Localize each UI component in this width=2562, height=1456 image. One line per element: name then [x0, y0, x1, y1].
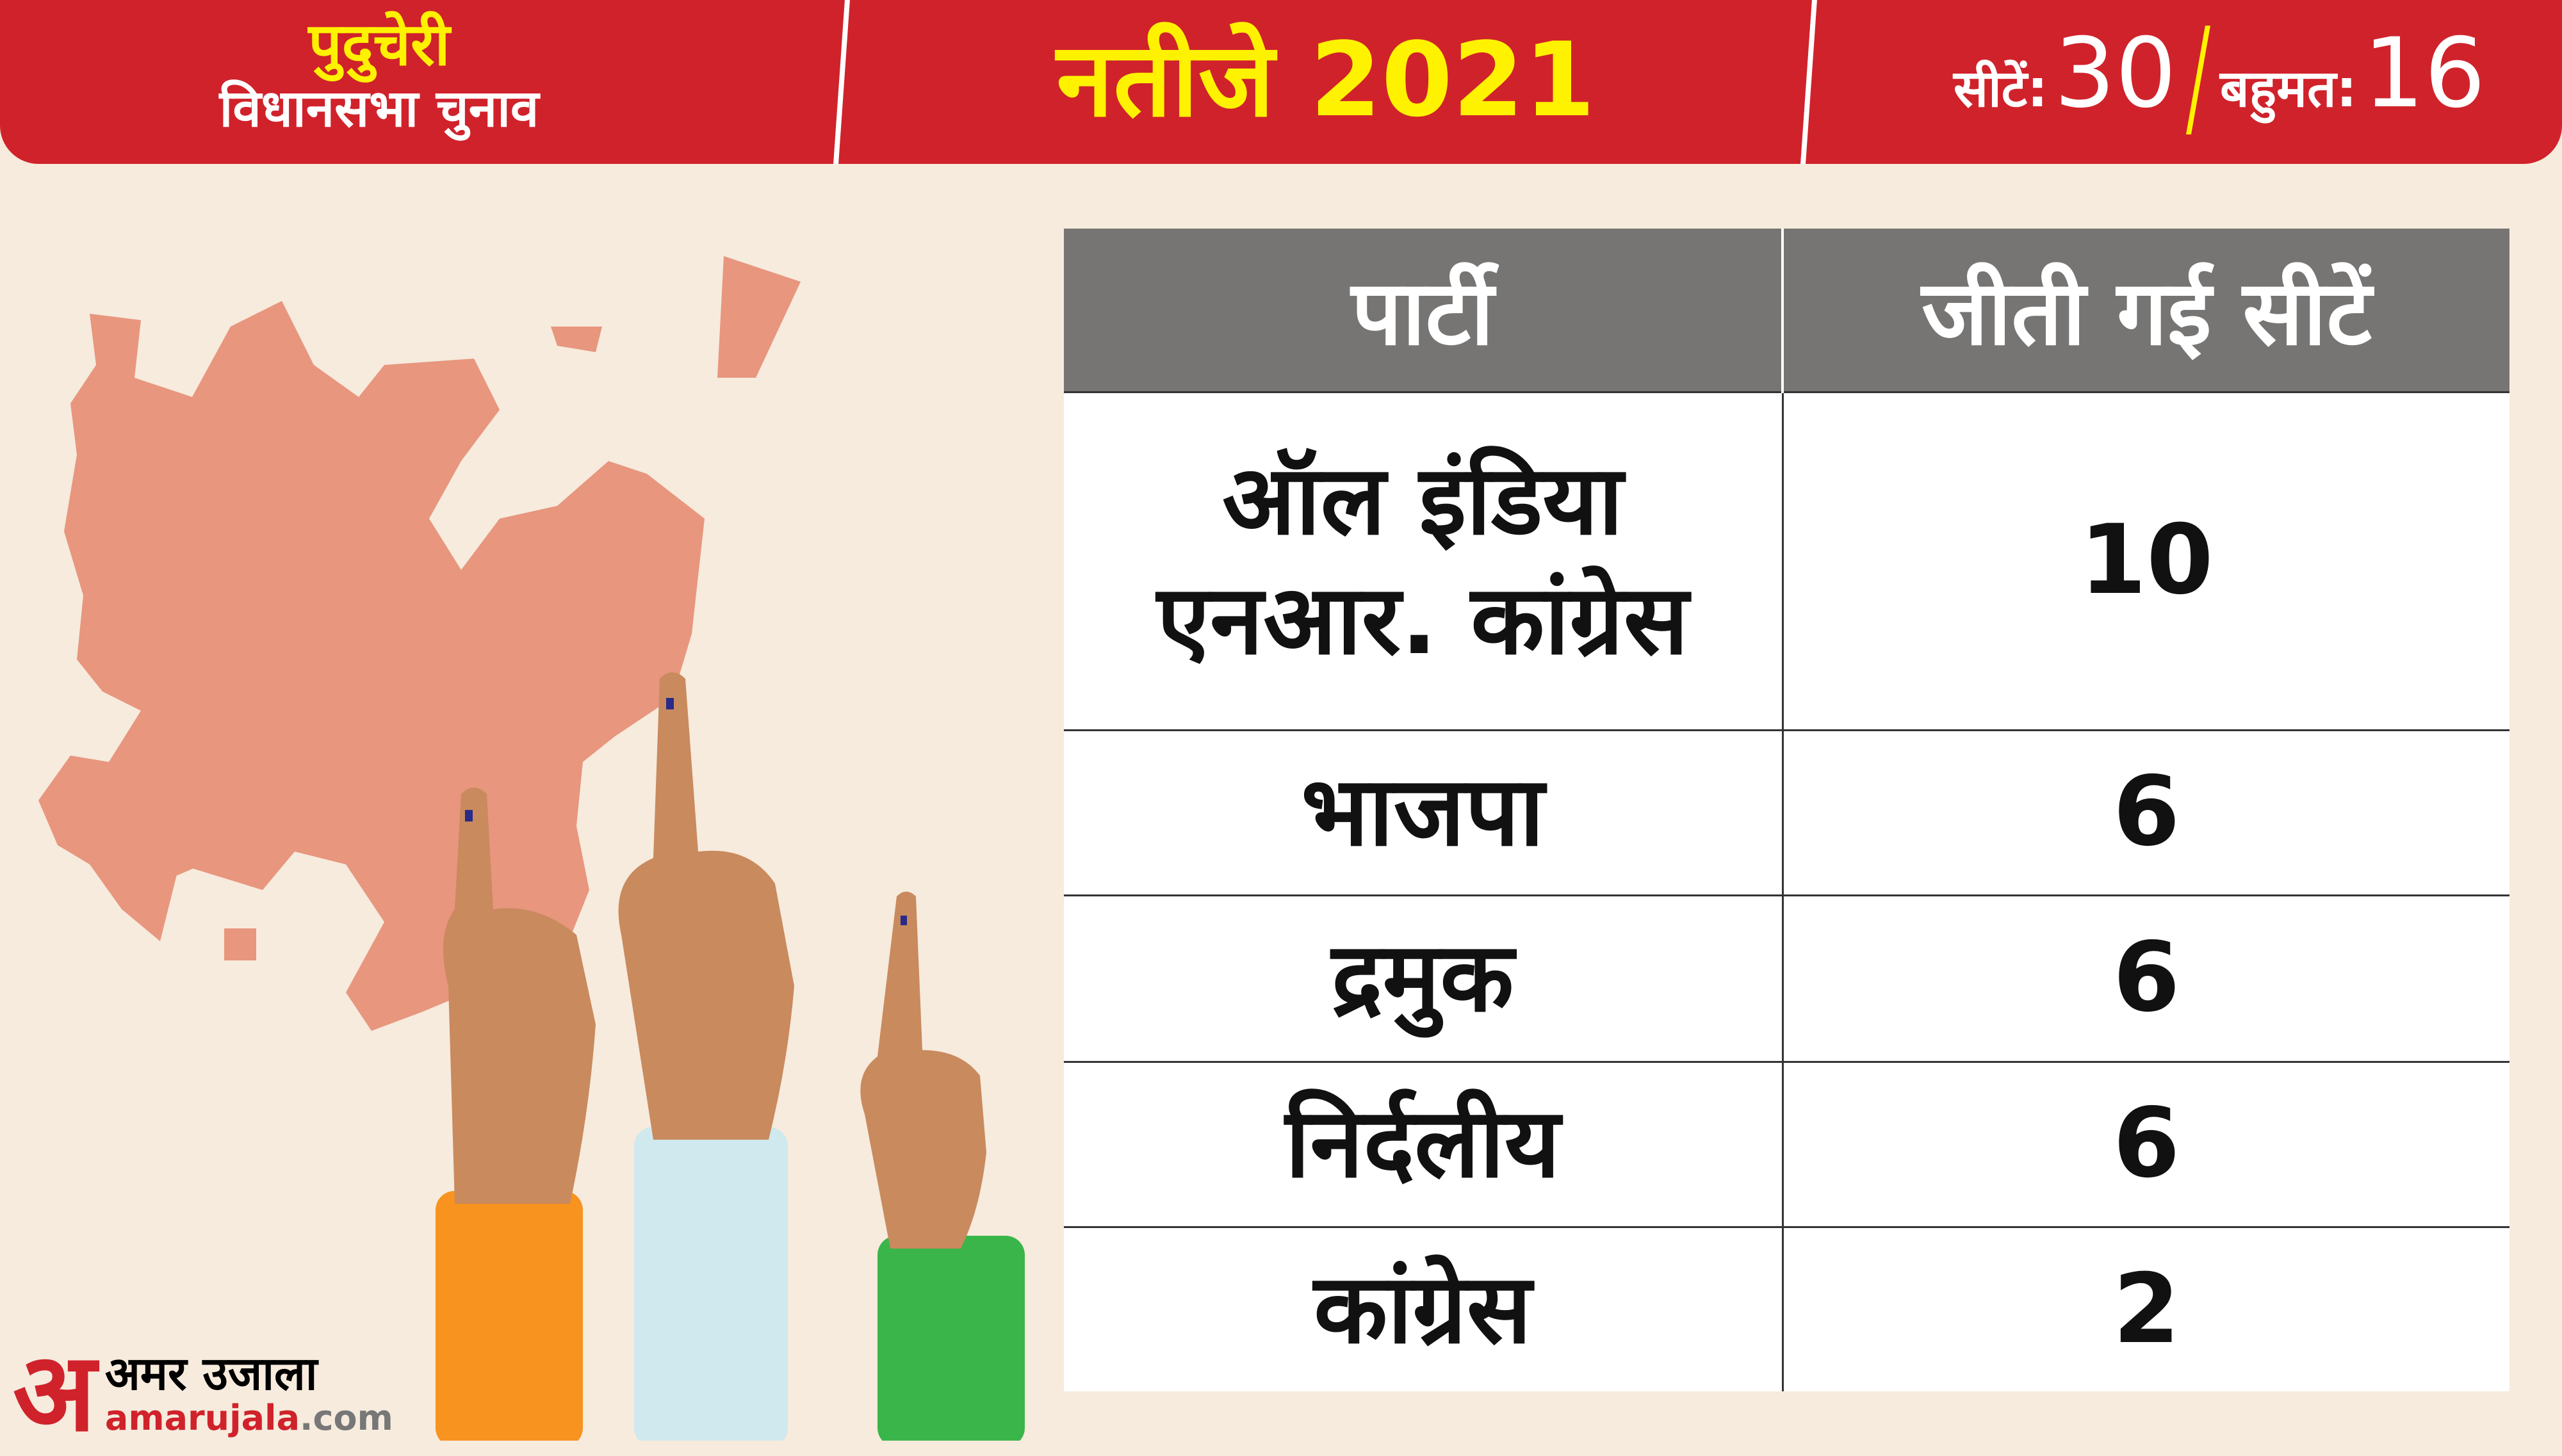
column-header-party: पार्टी: [1064, 229, 1784, 392]
table-row: कांग्रेस 2: [1064, 1225, 2509, 1391]
party-name: निर्दलीय: [1064, 1060, 1784, 1227]
voting-fingers-illustration: [436, 672, 1025, 1441]
table-row: निर्दलीय 6: [1064, 1060, 2509, 1227]
election-subtitle: विधानसभा चुनाव: [219, 79, 539, 138]
table-row: भाजपा 6: [1064, 729, 2509, 895]
majority-label: बहुमत:: [2220, 59, 2357, 118]
seats-won: 2: [1783, 1225, 2509, 1391]
table-header-row: पार्टी जीती गई सीटें: [1064, 229, 2509, 392]
party-name: भाजपा: [1064, 729, 1784, 895]
ink-mark-icon: [666, 698, 674, 709]
ink-mark-icon: [901, 916, 907, 925]
state-name: पुदुचेरी: [308, 10, 450, 79]
results-table: पार्टी जीती गई सीटें ऑल इंडिया एनआर. कां…: [1064, 229, 2509, 1391]
page-title: नतीजे 2021: [1056, 20, 1595, 140]
table-row: ऑल इंडिया एनआर. कांग्रेस 10: [1064, 391, 2509, 730]
header-state-block: पुदुचेरी विधानसभा चुनाव: [155, 13, 603, 141]
hand-orange: [436, 788, 596, 1441]
logo-domain-tld: .com: [300, 1398, 393, 1438]
logo-domain-main: amarujala: [104, 1398, 300, 1438]
party-name: कांग्रेस: [1064, 1225, 1784, 1391]
logo-mark: अ: [13, 1329, 96, 1456]
column-header-seats: जीती गई सीटें: [1783, 229, 2509, 392]
slash-divider: [2186, 26, 2210, 134]
puducherry-map-illustration: [38, 256, 801, 1031]
party-name: ऑल इंडिया एनआर. कांग्रेस: [1064, 391, 1784, 730]
logo-domain: amarujala.com: [105, 1399, 393, 1437]
hand-white: [618, 672, 794, 1441]
header-banner: पुदुचेरी विधानसभा चुनाव नतीजे 2021 सीटें…: [0, 0, 2562, 164]
seats-won: 10: [1783, 391, 2509, 730]
seats-won: 6: [1783, 729, 2509, 895]
seats-won: 6: [1783, 894, 2509, 1062]
logo-name: अमर उजाला: [104, 1347, 318, 1400]
amar-ujala-logo: अ अमर उजाला amarujala.com: [13, 1329, 393, 1456]
seats-summary: सीटें: 30 बहुमत: 16: [1954, 26, 2485, 134]
seats-value: 30: [2054, 18, 2176, 129]
majority-value: 16: [2363, 18, 2486, 129]
seats-label: सीटें:: [1954, 59, 2048, 118]
hand-green: [860, 891, 1025, 1441]
seats-won: 6: [1783, 1060, 2509, 1227]
table-row: द्रमुक 6: [1064, 894, 2509, 1062]
party-name: द्रमुक: [1064, 894, 1784, 1062]
ink-mark-icon: [465, 810, 473, 821]
